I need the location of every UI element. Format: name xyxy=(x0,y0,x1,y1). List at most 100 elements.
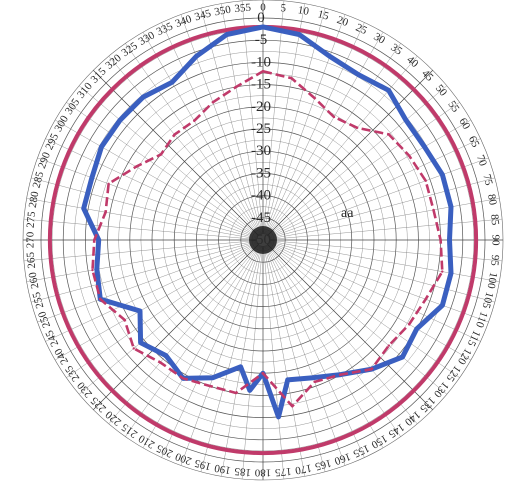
angle-tick-label: 215 xyxy=(119,420,140,440)
angle-tick-label: 160 xyxy=(332,450,352,467)
grid-spoke xyxy=(26,198,258,240)
radial-tick-label: -25 xyxy=(251,121,271,137)
angle-tick-label: 50 xyxy=(433,83,450,100)
grid-spoke xyxy=(200,245,262,472)
angle-tick-label: 105 xyxy=(479,291,495,311)
grid-spoke xyxy=(241,0,263,235)
data-point xyxy=(93,238,96,242)
data-point xyxy=(290,77,293,80)
radial-tick-label: -50 xyxy=(251,232,271,248)
angle-tick-label: 305 xyxy=(63,96,83,117)
grid-spoke xyxy=(268,177,495,239)
grid-spoke xyxy=(264,14,346,235)
data-point xyxy=(261,25,265,29)
data-point xyxy=(234,391,238,395)
grid-spoke xyxy=(37,157,258,239)
data-point xyxy=(97,238,100,242)
data-point xyxy=(107,182,110,186)
angle-tick-label: 125 xyxy=(443,363,463,384)
angle-tick-label: 330 xyxy=(137,29,158,48)
angle-tick-label: 280 xyxy=(27,190,42,209)
data-point xyxy=(449,205,453,209)
angle-tick-label: 250 xyxy=(36,309,53,329)
angle-tick-label: 310 xyxy=(75,80,95,101)
grid-spoke xyxy=(268,240,500,282)
angle-tick-label: 40 xyxy=(404,54,421,71)
data-point xyxy=(387,133,391,136)
angle-tick-label: 55 xyxy=(445,99,461,115)
angle-tick-label: 5 xyxy=(280,2,287,14)
grid-spoke xyxy=(108,244,260,424)
angle-tick-label: 35 xyxy=(388,42,404,58)
grid-spoke xyxy=(125,43,260,236)
angle-tick-label: 15 xyxy=(316,8,330,23)
radial-tick-labels: 0 -5 -10 -15 -20 -25 -30 -35 -40 -45 -50 xyxy=(251,10,271,248)
angle-tick-label: 220 xyxy=(103,408,124,428)
angle-tick-label: 275 xyxy=(25,210,38,228)
grid-spoke xyxy=(45,138,258,238)
data-point xyxy=(164,354,168,357)
data-point xyxy=(401,355,404,359)
grid-spoke xyxy=(93,70,260,237)
angle-tick-label: 70 xyxy=(474,153,489,168)
angle-tick-label: 270 xyxy=(25,231,37,248)
angle-tick-label: 75 xyxy=(480,173,495,187)
grid-spoke xyxy=(26,240,258,282)
data-point xyxy=(139,341,142,344)
angle-tick-label: 0 xyxy=(260,2,266,14)
radial-tick-label: -5 xyxy=(255,32,268,48)
angle-tick-label: 325 xyxy=(119,40,140,60)
angle-tick-label: 20 xyxy=(335,14,350,29)
data-point xyxy=(311,376,315,379)
angle-tick-label: 255 xyxy=(30,290,46,310)
data-point xyxy=(339,373,342,376)
data-point xyxy=(328,55,332,58)
grid-spoke xyxy=(142,32,261,235)
grid-spoke xyxy=(265,245,384,448)
grid-spoke xyxy=(125,244,260,437)
grid-spoke xyxy=(263,245,285,480)
grid-spoke xyxy=(241,245,263,480)
series-layer xyxy=(47,24,479,456)
annotations: aa xyxy=(341,206,354,221)
grid-spoke xyxy=(31,241,258,303)
angle-tick-label: 170 xyxy=(294,462,313,477)
data-point xyxy=(357,73,360,76)
grid-spoke xyxy=(266,244,401,437)
grid-spoke xyxy=(266,56,418,236)
grid-spoke xyxy=(79,243,259,395)
grid-spoke xyxy=(66,102,259,237)
data-point xyxy=(211,101,215,104)
angle-tick-label: 320 xyxy=(103,52,124,72)
data-point xyxy=(332,115,336,119)
angle-tick-label: 295 xyxy=(43,131,61,151)
data-point xyxy=(181,377,185,380)
grid-spoke xyxy=(55,119,258,238)
angle-tick-label: 25 xyxy=(354,22,369,38)
angle-tick-label: 190 xyxy=(213,462,232,477)
data-point xyxy=(211,376,215,379)
data-point xyxy=(286,378,289,382)
radial-tick-label: -20 xyxy=(251,99,271,115)
data-point xyxy=(99,298,102,301)
data-point xyxy=(424,298,427,301)
data-point xyxy=(423,145,426,148)
data-point xyxy=(291,404,294,408)
data-point xyxy=(439,238,442,242)
angle-tick-label: 230 xyxy=(75,379,95,400)
data-point xyxy=(123,318,126,322)
angle-tick-label: 265 xyxy=(25,251,38,269)
data-point xyxy=(313,96,316,100)
data-point xyxy=(100,145,103,148)
grid-spoke xyxy=(264,8,326,235)
grid-spoke xyxy=(108,56,260,236)
angle-tick-label: 260 xyxy=(27,271,42,290)
grid-spoke xyxy=(268,242,481,342)
data-point xyxy=(441,304,444,307)
data-point xyxy=(159,153,163,156)
data-point xyxy=(432,208,435,212)
angle-tick-label: 150 xyxy=(369,432,390,451)
grid-spoke xyxy=(161,245,261,458)
angle-tick-label: 145 xyxy=(386,421,407,441)
grid-spoke xyxy=(268,241,489,323)
